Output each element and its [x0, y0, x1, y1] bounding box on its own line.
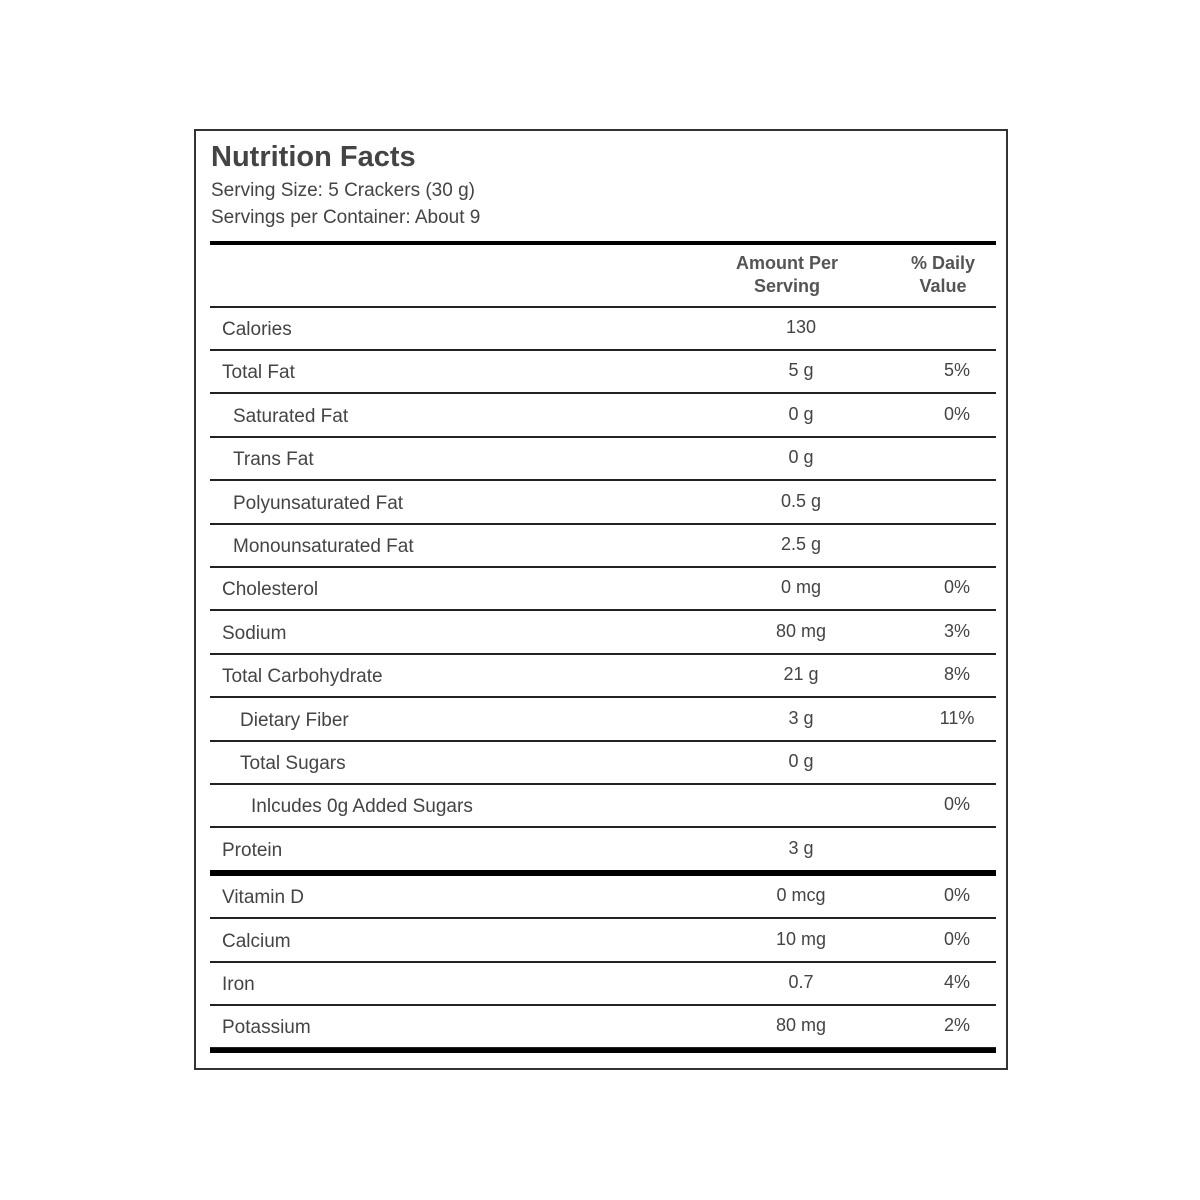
- nutrient-row: Polyunsaturated Fat 0.5 g: [210, 482, 996, 525]
- nutrient-amount: 0 g: [788, 447, 814, 467]
- nutrient-row: Vitamin D 0 mcg 0%: [210, 876, 996, 919]
- nutrient-amount: 0 g: [788, 751, 814, 771]
- nutrient-row: Calcium 10 mg 0%: [210, 920, 996, 963]
- nutrient-daily-value: 0%: [943, 404, 970, 424]
- nutrient-row: Total Fat 5 g 5%: [210, 351, 996, 394]
- nutrient-name: Total Fat: [222, 362, 295, 383]
- nutrition-facts-label: Nutrition Facts Serving Size: 5 Crackers…: [194, 129, 1008, 1070]
- thick-divider: [210, 870, 996, 876]
- nutrient-row: Protein 3 g: [210, 829, 996, 872]
- nutrient-amount: 10 mg: [775, 929, 827, 949]
- nutrient-daily-value: 2%: [943, 1015, 970, 1035]
- nutrient-row: Dietary Fiber 3 g 11%: [210, 699, 996, 742]
- serving-size: Serving Size: 5 Crackers (30 g): [211, 180, 475, 201]
- servings-per-container: Servings per Container: About 9: [211, 207, 481, 228]
- nutrient-daily-value: 11%: [939, 708, 975, 728]
- nutrient-row: Cholesterol 0 mg 0%: [210, 568, 996, 611]
- nutrient-name: Sodium: [222, 623, 287, 644]
- nutrient-daily-value: 3%: [943, 621, 970, 641]
- nutrient-row: Trans Fat 0 g: [210, 438, 996, 481]
- nutrient-amount: 21 g: [783, 664, 819, 684]
- nutrient-name: Trans Fat: [233, 449, 314, 470]
- nutrient-name: Iron: [222, 974, 255, 995]
- nutrient-name: Cholesterol: [222, 579, 319, 600]
- nutrient-row: Sodium 80 mg 3%: [210, 612, 996, 655]
- nutrient-row: Total Sugars 0 g: [210, 742, 996, 785]
- nutrient-name: Saturated Fat: [233, 406, 349, 427]
- nutrient-amount: 2.5 g: [780, 534, 822, 554]
- nutrient-amount: 3 g: [788, 708, 814, 728]
- nutrient-daily-value: 0%: [943, 794, 970, 814]
- nutrient-amount: 80 mg: [775, 1015, 827, 1035]
- nutrient-name: Inlcudes 0g Added Sugars: [251, 796, 473, 817]
- nutrient-amount: 0 mcg: [776, 885, 826, 905]
- nutrient-amount: 0.7: [788, 972, 814, 992]
- nutrient-daily-value: 0%: [943, 885, 970, 905]
- nutrient-amount: 130: [785, 317, 817, 337]
- nutrient-name: Protein: [222, 840, 283, 861]
- thick-divider: [210, 241, 996, 245]
- nutrient-name: Dietary Fiber: [240, 710, 349, 731]
- nutrient-name: Total Carbohydrate: [222, 666, 383, 687]
- nutrient-daily-value: 0%: [943, 929, 970, 949]
- nutrient-name: Total Sugars: [240, 753, 346, 774]
- nutrient-daily-value: 4%: [943, 972, 970, 992]
- nutrient-row: Saturated Fat 0 g 0%: [210, 395, 996, 438]
- amount-per-serving-header: Amount Per Serving: [735, 253, 838, 296]
- nutrient-row: Inlcudes 0g Added Sugars 0%: [210, 785, 996, 828]
- nutrient-name: Calories: [222, 319, 292, 340]
- nutrient-name: Polyunsaturated Fat: [233, 493, 404, 514]
- nutrient-daily-value: 5%: [943, 360, 970, 380]
- nutrient-daily-value: 8%: [943, 664, 970, 684]
- nutrient-amount: 80 mg: [775, 621, 827, 641]
- nutrient-amount: 5 g: [788, 360, 814, 380]
- nutrient-name: Vitamin D: [222, 887, 305, 908]
- nutrient-amount: 0.5 g: [780, 491, 822, 511]
- nutrient-name: Monounsaturated Fat: [233, 536, 414, 557]
- label-title: Nutrition Facts: [211, 141, 416, 173]
- nutrient-name: Potassium: [222, 1017, 311, 1038]
- nutrient-row: Monounsaturated Fat 2.5 g: [210, 525, 996, 568]
- nutrient-amount: 0 mg: [780, 577, 822, 597]
- nutrient-row: Iron 0.7 4%: [210, 963, 996, 1006]
- nutrient-row: Calories 130: [210, 308, 996, 351]
- nutrient-name: Calcium: [222, 931, 291, 952]
- daily-value-header: % Daily Value: [910, 253, 976, 296]
- nutrient-row: Potassium 80 mg 2%: [210, 1006, 996, 1049]
- nutrient-daily-value: 0%: [943, 577, 970, 597]
- nutrient-amount: 0 g: [788, 404, 814, 424]
- nutrient-row: Total Carbohydrate 21 g 8%: [210, 655, 996, 698]
- bottom-thick-divider: [210, 1048, 996, 1053]
- header-divider: [210, 306, 996, 308]
- nutrient-amount: 3 g: [788, 838, 814, 858]
